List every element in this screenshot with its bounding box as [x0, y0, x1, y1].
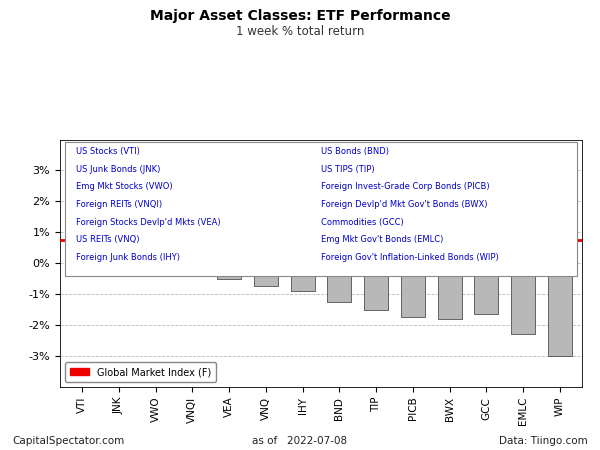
Bar [475, 263, 499, 314]
Text: Data: Tiingo.com: Data: Tiingo.com [499, 436, 588, 446]
Text: Emg Mkt Stocks (VWO): Emg Mkt Stocks (VWO) [76, 182, 172, 191]
Bar [290, 263, 314, 291]
Bar [511, 263, 535, 334]
Text: US Junk Bonds (JNK): US Junk Bonds (JNK) [76, 165, 160, 174]
Bar [143, 252, 167, 263]
Bar [548, 263, 572, 356]
Bar [401, 263, 425, 317]
Bar [438, 263, 461, 319]
Text: Foreign Invest-Grade Corp Bonds (PICB): Foreign Invest-Grade Corp Bonds (PICB) [321, 182, 490, 191]
Bar [107, 223, 131, 263]
Legend: Global Market Index (F): Global Market Index (F) [65, 362, 216, 382]
Text: Major Asset Classes: ETF Performance: Major Asset Classes: ETF Performance [149, 9, 451, 23]
Text: CapitalSpectator.com: CapitalSpectator.com [12, 436, 124, 446]
Text: Foreign Devlp'd Mkt Gov't Bonds (BWX): Foreign Devlp'd Mkt Gov't Bonds (BWX) [321, 200, 487, 209]
Text: US REITs (VNQ): US REITs (VNQ) [76, 235, 139, 244]
Text: 1 week % total return: 1 week % total return [236, 25, 364, 38]
Text: US TIPS (TIP): US TIPS (TIP) [321, 165, 374, 174]
Text: Emg Mkt Gov't Bonds (EMLC): Emg Mkt Gov't Bonds (EMLC) [321, 235, 443, 244]
Text: Foreign Gov't Inflation-Linked Bonds (WIP): Foreign Gov't Inflation-Linked Bonds (WI… [321, 253, 499, 262]
Text: US Bonds (BND): US Bonds (BND) [321, 147, 389, 156]
Text: Foreign Stocks Devlp'd Mkts (VEA): Foreign Stocks Devlp'd Mkts (VEA) [76, 218, 220, 227]
Bar [328, 263, 352, 302]
Bar [70, 198, 94, 263]
FancyBboxPatch shape [65, 142, 577, 275]
Bar [181, 263, 204, 266]
Text: Foreign Junk Bonds (IHY): Foreign Junk Bonds (IHY) [76, 253, 179, 262]
Bar [217, 263, 241, 279]
Text: as of   2022-07-08: as of 2022-07-08 [253, 436, 347, 446]
Bar [364, 263, 388, 310]
Text: Foreign REITs (VNQI): Foreign REITs (VNQI) [76, 200, 162, 209]
Text: Commodities (GCC): Commodities (GCC) [321, 218, 404, 227]
Text: US Stocks (VTI): US Stocks (VTI) [76, 147, 140, 156]
Bar [254, 263, 278, 287]
